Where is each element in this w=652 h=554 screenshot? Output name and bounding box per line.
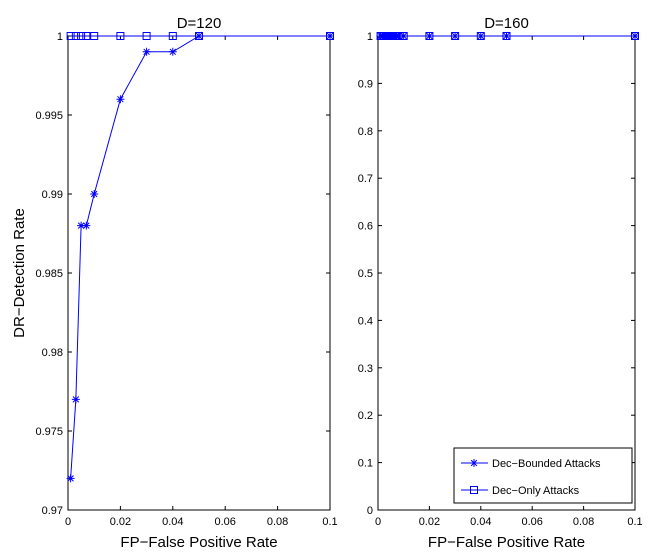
x-tick-label: 0.08: [267, 516, 288, 528]
y-tick-label: 1: [367, 31, 373, 43]
series-dec-bounded-attacks: [66, 32, 334, 483]
x-tick-label: 0.1: [322, 516, 337, 528]
star-marker: [82, 221, 91, 230]
y-tick-label: 0.99: [42, 189, 63, 201]
x-axis-label: FP−False Positive Rate: [120, 534, 277, 551]
chart-title: D=120: [177, 15, 222, 32]
chart-title: D=160: [484, 15, 529, 32]
panel-1: 0 0.02 0.04 0.06 0.08 0.1 0.97 0.975 0.98 0.985 0.…: [11, 15, 338, 551]
legend-marker: [470, 459, 478, 467]
y-tick-label: 0.985: [35, 268, 63, 280]
square-marker: [142, 32, 151, 40]
square-marker: [82, 32, 91, 40]
square-marker: [326, 32, 334, 40]
legend: Dec−Bounded Attacks Dec−Only Attacks: [453, 447, 633, 504]
x-tick-label: 0: [65, 516, 71, 528]
star-marker: [71, 395, 80, 404]
y-tick-label: 0.3: [358, 363, 373, 375]
y-tick-label: 0.8: [358, 126, 373, 138]
square-marker: [90, 32, 99, 40]
square-marker: [71, 32, 80, 40]
x-tick-label: 0.06: [521, 516, 542, 528]
star-marker: [142, 47, 151, 56]
star-marker: [90, 190, 99, 198]
square-marker: [502, 32, 511, 40]
x-tick-label: 0.06: [214, 516, 235, 528]
star-marker: [77, 221, 86, 230]
y-tick-label: 0.995: [35, 110, 63, 122]
square-marker: [394, 32, 403, 40]
x-tick-label: 0: [375, 516, 381, 528]
square-marker: [195, 32, 203, 40]
square-marker: [77, 32, 86, 40]
x-tick-label: 0.04: [470, 516, 491, 528]
y-tick-label: 0.7: [358, 173, 373, 185]
square-marker: [399, 32, 408, 40]
x-tick-label: 0.02: [110, 516, 131, 528]
square-marker: [631, 32, 639, 40]
panel-2: 0 0.02 0.04 0.06 0.08 0.1 0 0.1 0.2 0.3 0.4 0.5 0.6 0…: [358, 15, 643, 551]
y-tick-label: 0.4: [358, 315, 373, 327]
square-marker: [476, 32, 485, 40]
y-tick-label: 0.97: [42, 505, 63, 517]
y-tick-label: 0.6: [358, 221, 373, 233]
axes-box: [67, 35, 331, 511]
square-marker: [66, 32, 75, 40]
y-tick-label: 0.5: [358, 268, 373, 280]
square-marker: [425, 32, 434, 40]
y-tick-label: 0.9: [358, 78, 373, 90]
y-tick-label: 0.2: [358, 410, 373, 422]
legend-box: [453, 447, 633, 504]
series-line: [70, 35, 330, 479]
legend-label: Dec−Bounded Attacks: [492, 458, 601, 470]
series-dec-only-attacks: [66, 32, 334, 40]
series-dec-only-attacks: [376, 32, 639, 40]
x-tick-label: 0.02: [419, 516, 440, 528]
y-tick-label: 0: [367, 505, 373, 517]
x-axis-label: FP−False Positive Rate: [428, 534, 585, 551]
y-tick-label: 1: [57, 31, 63, 43]
legend-label: Dec−Only Attacks: [492, 485, 580, 497]
star-marker: [168, 47, 177, 56]
square-marker: [168, 32, 177, 40]
star-marker: [116, 95, 125, 104]
y-tick-label: 0.98: [42, 347, 63, 359]
x-tick-label: 0.08: [573, 516, 594, 528]
x-tick-label: 0.1: [627, 516, 642, 528]
axes-box: [377, 35, 636, 511]
legend-marker: [470, 486, 478, 494]
star-marker: [66, 474, 75, 483]
y-axis-label: DR−Detection Rate: [11, 208, 28, 338]
y-tick-label: 0.1: [358, 458, 373, 470]
y-tick-label: 0.975: [35, 426, 63, 438]
square-marker: [116, 32, 125, 40]
square-marker: [451, 32, 460, 40]
x-tick-label: 0.04: [162, 516, 183, 528]
